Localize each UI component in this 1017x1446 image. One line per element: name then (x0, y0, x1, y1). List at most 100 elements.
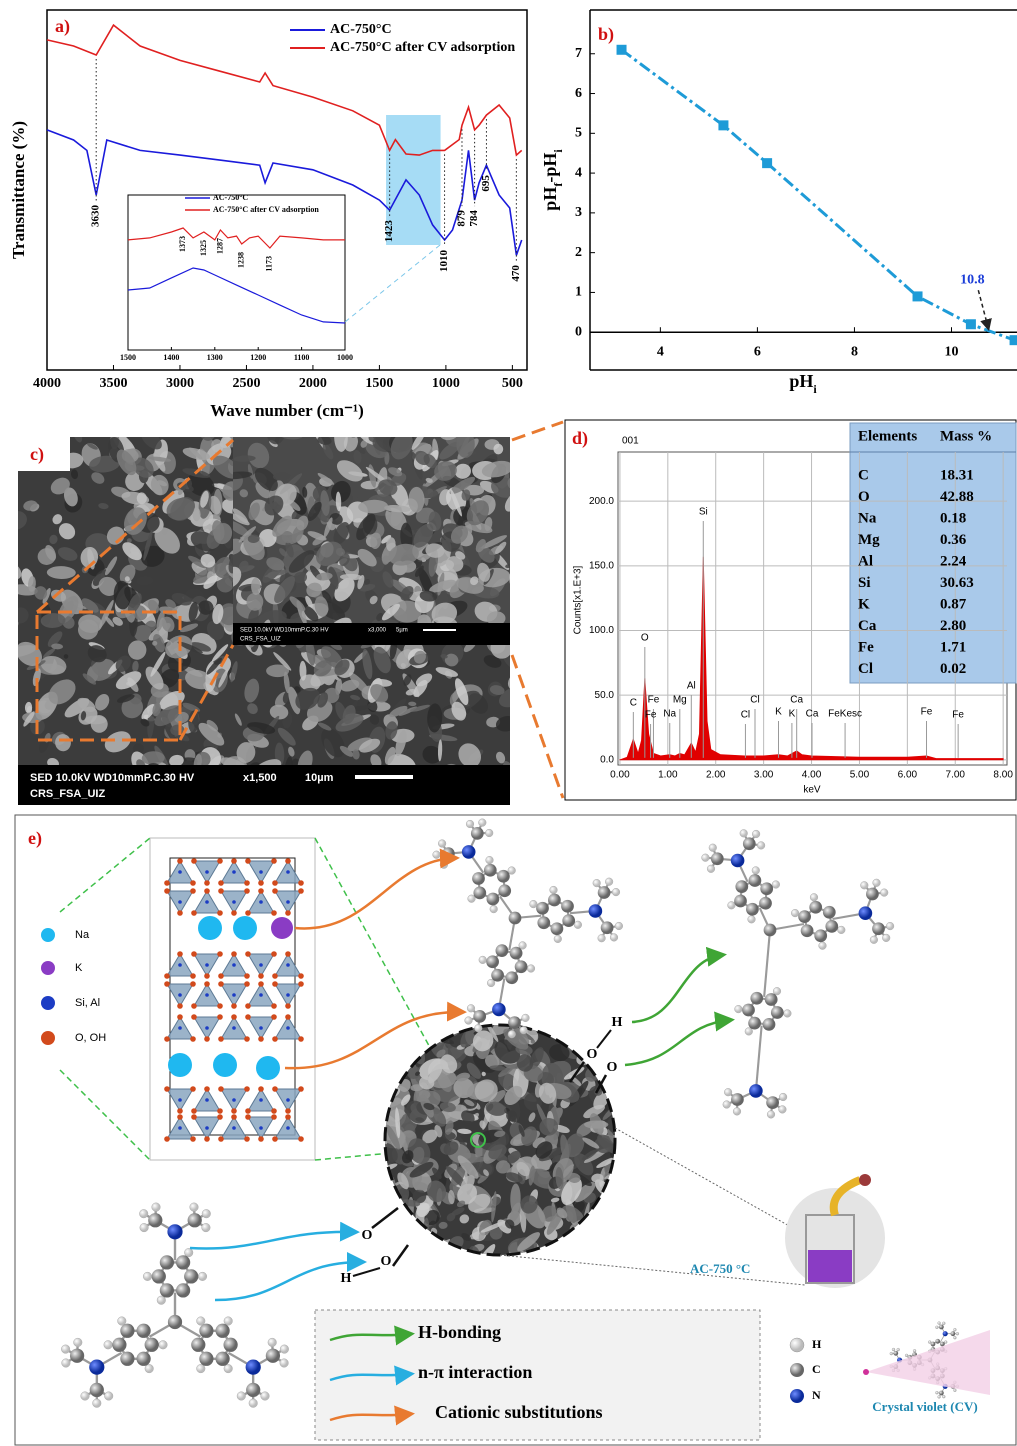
peak-label: Mg (673, 695, 687, 706)
o-atom (191, 1014, 197, 1020)
x-tick-label: 1000 (337, 353, 353, 362)
y-tick-label: 0 (575, 324, 582, 339)
table-cell: Ca (858, 618, 877, 634)
o-atom (217, 1114, 223, 1120)
o-atom (191, 1108, 197, 1114)
y-tick-label: 3 (575, 205, 582, 220)
na-atom (198, 916, 222, 940)
o-atom (191, 910, 197, 916)
o-atom (231, 1108, 237, 1114)
c-atom (160, 1283, 174, 1297)
h-atom (202, 1209, 211, 1218)
peak-label: Cl (750, 695, 759, 706)
sem-caption: SED 10.0kV WD10mmP.C.30 HV (240, 628, 329, 634)
h-atom (942, 1395, 945, 1398)
table-cell: Mg (858, 532, 880, 548)
o-atom (244, 880, 250, 886)
legend-atom (790, 1389, 804, 1403)
peak-label: Cl (741, 710, 750, 721)
h-atom (467, 1004, 475, 1012)
o-atom (245, 1114, 251, 1120)
c-atom (90, 1383, 104, 1397)
o-atom (244, 1136, 250, 1142)
h-atom (550, 886, 558, 894)
peak-label: O (641, 633, 649, 644)
texture (178, 416, 198, 435)
c-atom (743, 837, 756, 850)
h-atom (757, 842, 765, 850)
beaker-liquid (808, 1250, 852, 1282)
data-point (762, 158, 772, 168)
si-atom (205, 1126, 209, 1130)
o-atom (272, 880, 278, 886)
legend-label: C (812, 1362, 821, 1376)
peak-label: Na (663, 709, 676, 720)
table-cell: 0.02 (940, 661, 966, 677)
c-atom (120, 1324, 134, 1338)
o-atom (218, 973, 224, 979)
o-atom (272, 1036, 278, 1042)
h-atom (942, 1322, 945, 1325)
legend-atom (41, 996, 55, 1010)
c-atom (939, 1325, 944, 1330)
h-atom (779, 1093, 787, 1101)
o-atom (271, 1003, 277, 1009)
peak-label: 879 (456, 210, 468, 227)
surface-atom-label: H (341, 1271, 352, 1286)
o-atom (285, 1014, 291, 1020)
c-atom (759, 897, 772, 910)
peak-label: 3630 (90, 205, 102, 228)
o-atom (258, 888, 264, 894)
si-atom (286, 1026, 290, 1030)
c-atom (893, 1351, 898, 1356)
o-atom (190, 973, 196, 979)
h-atom (433, 851, 441, 859)
c-atom (191, 1338, 205, 1352)
cv-dot (863, 1369, 869, 1375)
h-atom (190, 1203, 199, 1212)
c-atom (562, 914, 575, 927)
o-atom (285, 1003, 291, 1009)
x-tick-label: 4 (657, 344, 664, 359)
o-atom (285, 1114, 291, 1120)
si-atom (232, 963, 236, 967)
c-atom (749, 874, 762, 887)
surface-atom-label: O (381, 1254, 392, 1269)
h-atom (740, 829, 748, 837)
texture (384, 401, 412, 431)
h-atom (438, 840, 446, 848)
h-atom (752, 830, 760, 838)
h-atom (145, 1364, 154, 1373)
n-atom (462, 845, 476, 859)
h-atom (956, 1332, 959, 1335)
c-atom (823, 906, 836, 919)
legend-atom (41, 928, 55, 942)
x-tick-label: 5.00 (850, 770, 870, 781)
h-atom (93, 1399, 102, 1408)
si-atom (205, 870, 209, 874)
c-atom (598, 886, 611, 899)
h-atom (143, 1272, 152, 1281)
h-atom (522, 1014, 530, 1022)
si-atom (286, 963, 290, 967)
peak-label: Al (687, 681, 696, 692)
c-atom (935, 1339, 940, 1344)
o-atom (177, 1108, 183, 1114)
peak-label: 1325 (199, 240, 208, 256)
c-atom (473, 887, 486, 900)
h-atom (152, 1203, 161, 1212)
legend-label: AC-750°C (330, 22, 392, 37)
o-atom (218, 1136, 224, 1142)
peak-label: Fe (952, 710, 964, 721)
h-atom (478, 819, 486, 827)
h-atom (612, 888, 620, 896)
c-atom (148, 1213, 162, 1227)
h-atom (728, 901, 736, 909)
o-atom (164, 981, 170, 987)
c-atom (188, 1213, 202, 1227)
o-atom (258, 1086, 264, 1092)
si-atom (259, 993, 263, 997)
o-atom (285, 910, 291, 916)
h-atom (574, 921, 582, 929)
table-cell: O (858, 489, 870, 505)
